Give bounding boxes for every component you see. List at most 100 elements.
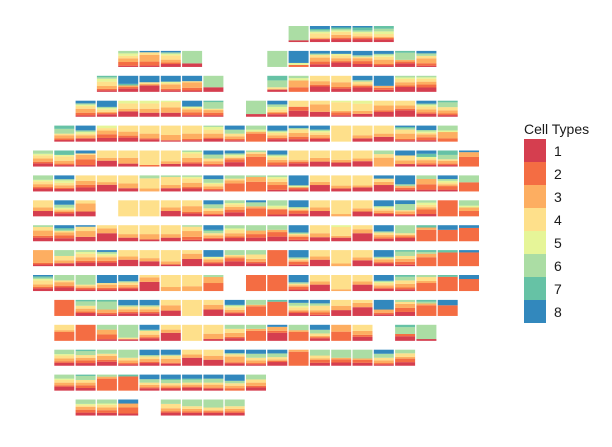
segment-type-8	[96, 100, 117, 107]
spot-r7-c14	[331, 200, 352, 217]
segment-type-6	[267, 175, 288, 178]
segment-type-4	[224, 354, 245, 357]
segment-type-4	[288, 100, 309, 107]
spot-r7-c16	[373, 200, 394, 217]
segment-type-3	[309, 37, 330, 40]
segment-type-1	[224, 140, 245, 142]
segment-type-3	[224, 385, 245, 389]
segment-type-1	[203, 263, 224, 267]
segment-type-4	[224, 406, 245, 409]
segment-type-4	[139, 178, 160, 189]
segment-type-1	[75, 115, 96, 117]
segment-type-8	[395, 150, 416, 156]
segment-type-3	[96, 257, 117, 261]
segment-type-3	[416, 253, 437, 258]
segment-type-4	[352, 324, 373, 331]
segment-type-4	[331, 55, 352, 59]
segment-type-8	[182, 75, 203, 82]
segment-type-2	[309, 337, 330, 339]
segment-type-1	[139, 85, 160, 92]
segment-type-8	[160, 349, 181, 355]
segment-type-3	[267, 181, 288, 186]
segment-type-1	[182, 357, 203, 366]
segment-type-4	[160, 403, 181, 409]
segment-type-2	[118, 363, 139, 365]
spot-r1-c17	[395, 50, 416, 67]
spot-r10-c17	[395, 275, 416, 292]
segment-type-2	[459, 227, 479, 242]
segment-type-8	[288, 275, 309, 283]
segment-type-3	[75, 382, 96, 386]
spot-r8-c1	[54, 225, 75, 242]
spot-r7-c5	[139, 200, 160, 217]
segment-type-8	[182, 100, 203, 107]
spot-r1-c11	[267, 50, 288, 67]
spot-r4-c12	[288, 125, 309, 142]
spot-r7-c17	[395, 200, 416, 217]
segment-type-1	[309, 138, 330, 142]
spot-r11-c11	[267, 299, 288, 316]
segment-type-3	[437, 110, 458, 114]
spot-r11-c6	[160, 299, 181, 316]
segment-type-7	[416, 153, 437, 157]
segment-type-5	[96, 125, 117, 129]
segment-type-4	[352, 33, 373, 37]
segment-type-2	[267, 232, 288, 237]
segment-type-4	[160, 177, 181, 186]
spot-r7-c10	[246, 200, 266, 217]
spot-r13-c7	[182, 349, 203, 366]
spot-r12-c15	[352, 324, 373, 341]
segment-type-6	[267, 225, 288, 230]
segment-type-7	[437, 100, 458, 103]
segment-type-2	[395, 287, 416, 290]
segment-type-1	[139, 363, 160, 366]
segment-type-1	[160, 90, 181, 92]
segment-type-2	[395, 61, 416, 64]
segment-type-3	[96, 329, 117, 335]
segment-type-1	[160, 237, 181, 242]
segment-type-8	[288, 200, 309, 208]
segment-type-1	[75, 211, 96, 217]
segment-type-3	[182, 109, 203, 113]
spot-r5-c17	[395, 150, 416, 167]
segment-type-2	[139, 164, 160, 167]
segment-type-2	[437, 186, 458, 190]
segment-type-8	[118, 75, 139, 84]
segment-type-4	[96, 283, 117, 285]
segment-type-1	[331, 62, 352, 67]
segment-type-4	[309, 250, 330, 257]
segment-type-1	[352, 113, 373, 117]
segment-type-1	[352, 138, 373, 142]
segment-type-6	[75, 103, 96, 105]
segment-type-3	[416, 303, 437, 306]
segment-type-8	[75, 125, 96, 131]
segment-type-4	[416, 78, 437, 82]
segment-type-5	[54, 207, 75, 210]
segment-type-6	[309, 53, 330, 55]
segment-type-8	[459, 150, 479, 153]
segment-type-8	[416, 50, 437, 54]
segment-type-3	[395, 234, 416, 237]
segment-type-6	[416, 324, 437, 340]
spot-r8-c11	[267, 225, 288, 242]
segment-type-5	[75, 403, 96, 406]
spot-r9-c11	[267, 250, 288, 267]
segment-type-3	[75, 406, 96, 410]
segment-type-2	[139, 138, 160, 140]
segment-type-2	[54, 138, 75, 141]
segment-type-2	[203, 188, 224, 191]
segment-type-3	[75, 357, 96, 361]
segment-type-3	[182, 253, 203, 260]
segment-type-3	[96, 228, 117, 234]
segment-type-2	[203, 137, 224, 139]
segment-type-3	[309, 310, 330, 313]
segment-type-5	[309, 130, 330, 133]
segment-type-4	[331, 125, 352, 142]
segment-type-2	[459, 156, 479, 167]
segment-type-3	[160, 261, 181, 265]
spot-r8-c4	[118, 225, 139, 242]
spot-r14-c5	[139, 374, 160, 391]
segment-type-4	[352, 275, 373, 282]
segment-type-1	[395, 362, 416, 366]
segment-type-7	[331, 27, 352, 29]
